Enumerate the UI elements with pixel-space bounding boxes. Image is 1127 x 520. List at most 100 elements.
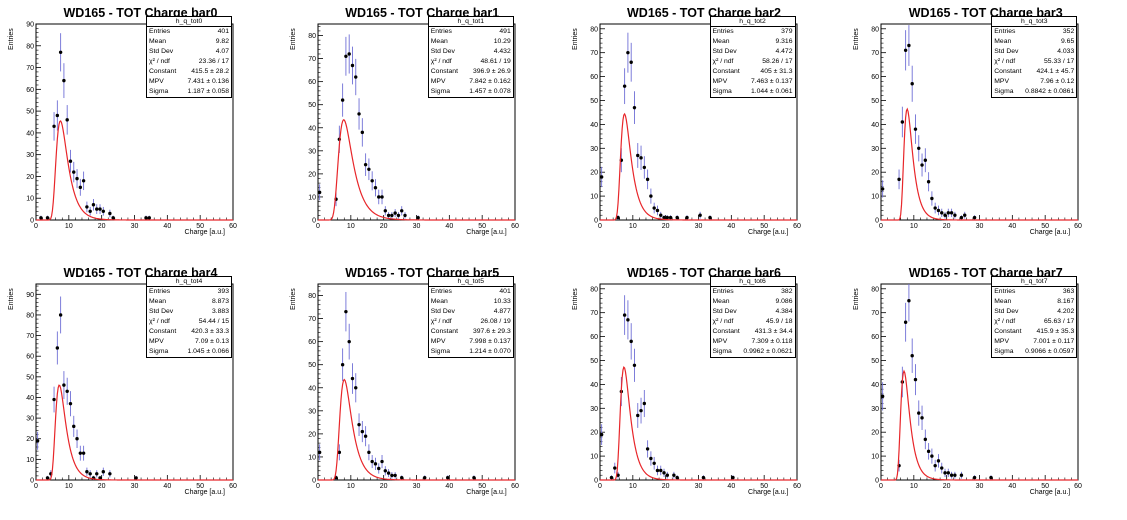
data-point (959, 215, 964, 220)
x-tick-label: 30 (694, 223, 702, 230)
data-point (399, 475, 404, 480)
stats-row: Mean 10.33 (429, 297, 513, 307)
data-point (697, 213, 702, 217)
stats-value: 415.9 ± 35.3 (1036, 328, 1075, 335)
x-tick-label: 20 (661, 483, 669, 490)
data-point (622, 313, 626, 317)
x-tick-label: 40 (727, 223, 735, 230)
stats-row: Std Dev 3.883 (147, 307, 231, 317)
stats-key: Mean (430, 298, 448, 305)
stats-value: 405 ± 31.3 (760, 68, 793, 75)
y-tick-label: 30 (308, 408, 316, 415)
y-tick-label: 0 (875, 478, 879, 485)
x-tick-label: 30 (131, 223, 139, 230)
stats-row: Constant 415.5 ± 28.2 (147, 67, 231, 77)
data-point (615, 215, 620, 220)
stats-row: Entries 393 (147, 287, 231, 297)
stats-value: 9.316 (775, 38, 793, 45)
data-point (655, 208, 659, 213)
y-tick-label: 50 (871, 358, 879, 365)
y-tick-label: 50 (26, 374, 34, 381)
data-point (445, 475, 450, 480)
stats-value: 401 (499, 288, 511, 295)
stats-row: Constant 396.9 ± 26.9 (429, 67, 513, 77)
stats-box: h_q_tot3 Entries 352 Mean 9.65 Std Dev 4.033 χ²… (991, 16, 1078, 98)
x-axis-label: Charge [a.u.] (748, 229, 789, 236)
stats-row: MPV 7.431 ± 0.136 (147, 77, 231, 87)
data-point (337, 450, 341, 455)
data-point (973, 215, 977, 220)
data-point (383, 469, 387, 473)
data-point (55, 113, 60, 118)
stats-key: MPV (712, 338, 728, 345)
stats-key: Sigma (149, 348, 169, 355)
x-tick-label: 10 (347, 223, 355, 230)
data-point (707, 215, 712, 220)
stats-row: Std Dev 4.07 (147, 47, 231, 57)
stats-key: χ² / ndf (149, 58, 170, 65)
landau-fit-curve (599, 366, 797, 481)
stats-key: Std Dev (430, 308, 455, 315)
x-axis-label: Charge [a.u.] (748, 489, 789, 496)
data-point (399, 209, 404, 213)
y-tick-label: 40 (26, 130, 34, 137)
stats-key: Constant (712, 328, 740, 335)
y-tick-label: 20 (26, 174, 34, 181)
stats-row: χ² / ndf 48.61 / 19 (429, 57, 513, 67)
y-tick-label: 70 (308, 56, 316, 63)
y-tick-label: 10 (871, 194, 879, 201)
data-point (940, 466, 944, 470)
y-axis-label: Entries (571, 288, 579, 310)
histogram-panel-1: WD165 - TOT Charge bar1 0 10 20 30 40 50 60 70 80… (282, 0, 563, 260)
data-point (897, 177, 902, 182)
stats-box: h_q_tot0 Entries 401 Mean 9.82 Std Dev 4.07 χ² … (146, 16, 232, 98)
data-point (98, 476, 102, 480)
x-tick-label: 0 (598, 483, 602, 490)
data-point (403, 213, 407, 218)
x-tick-label: 10 (628, 483, 636, 490)
stats-row: Entries 382 (711, 287, 795, 297)
stats-value: 382 (781, 288, 793, 295)
data-point (360, 429, 364, 434)
data-point (642, 401, 646, 406)
data-point (661, 215, 666, 220)
x-tick-label: 20 (661, 223, 669, 230)
stats-value: 9.086 (775, 298, 793, 305)
stats-row: Mean 9.82 (147, 37, 231, 47)
stats-key: Sigma (149, 88, 169, 95)
y-tick-label: 30 (590, 146, 598, 153)
y-tick-label: 60 (26, 87, 34, 94)
stats-value: 491 (499, 28, 511, 35)
x-tick-label: 50 (760, 223, 768, 230)
x-tick-label: 0 (34, 483, 38, 490)
y-tick-label: 70 (26, 333, 34, 340)
stats-row: Sigma 0.9066 ± 0.0597 (992, 347, 1076, 357)
stats-value: 65.63 / 17 (1044, 318, 1075, 325)
data-point (910, 82, 915, 86)
landau-fit-curve (881, 107, 1079, 221)
data-point (95, 472, 99, 476)
stats-key: MPV (994, 338, 1009, 345)
data-point (389, 213, 394, 218)
x-tick-label: 60 (793, 483, 801, 490)
y-tick-label: 70 (308, 316, 316, 323)
x-tick-label: 10 (347, 483, 355, 490)
data-point (645, 447, 649, 451)
data-point (910, 354, 915, 358)
data-point (907, 299, 911, 303)
x-axis-label: Charge [a.u.] (1029, 489, 1071, 496)
x-tick-label: 20 (380, 223, 388, 230)
stats-key: Mean (712, 298, 730, 305)
stats-key: χ² / ndf (712, 318, 734, 325)
y-tick-label: 20 (308, 431, 316, 438)
data-point (472, 475, 476, 480)
stats-value: 379 (781, 28, 793, 35)
data-point (730, 475, 735, 480)
data-point (72, 170, 76, 174)
data-point (370, 179, 374, 183)
stats-row: Constant 424.1 ± 45.7 (992, 67, 1076, 77)
x-tick-label: 60 (1074, 483, 1082, 490)
data-point (85, 205, 89, 209)
stats-key: MPV (149, 338, 164, 345)
histogram-plot: 0 10 20 30 40 50 60 70 80 0 10 20 30 40 50 60 (308, 23, 519, 230)
